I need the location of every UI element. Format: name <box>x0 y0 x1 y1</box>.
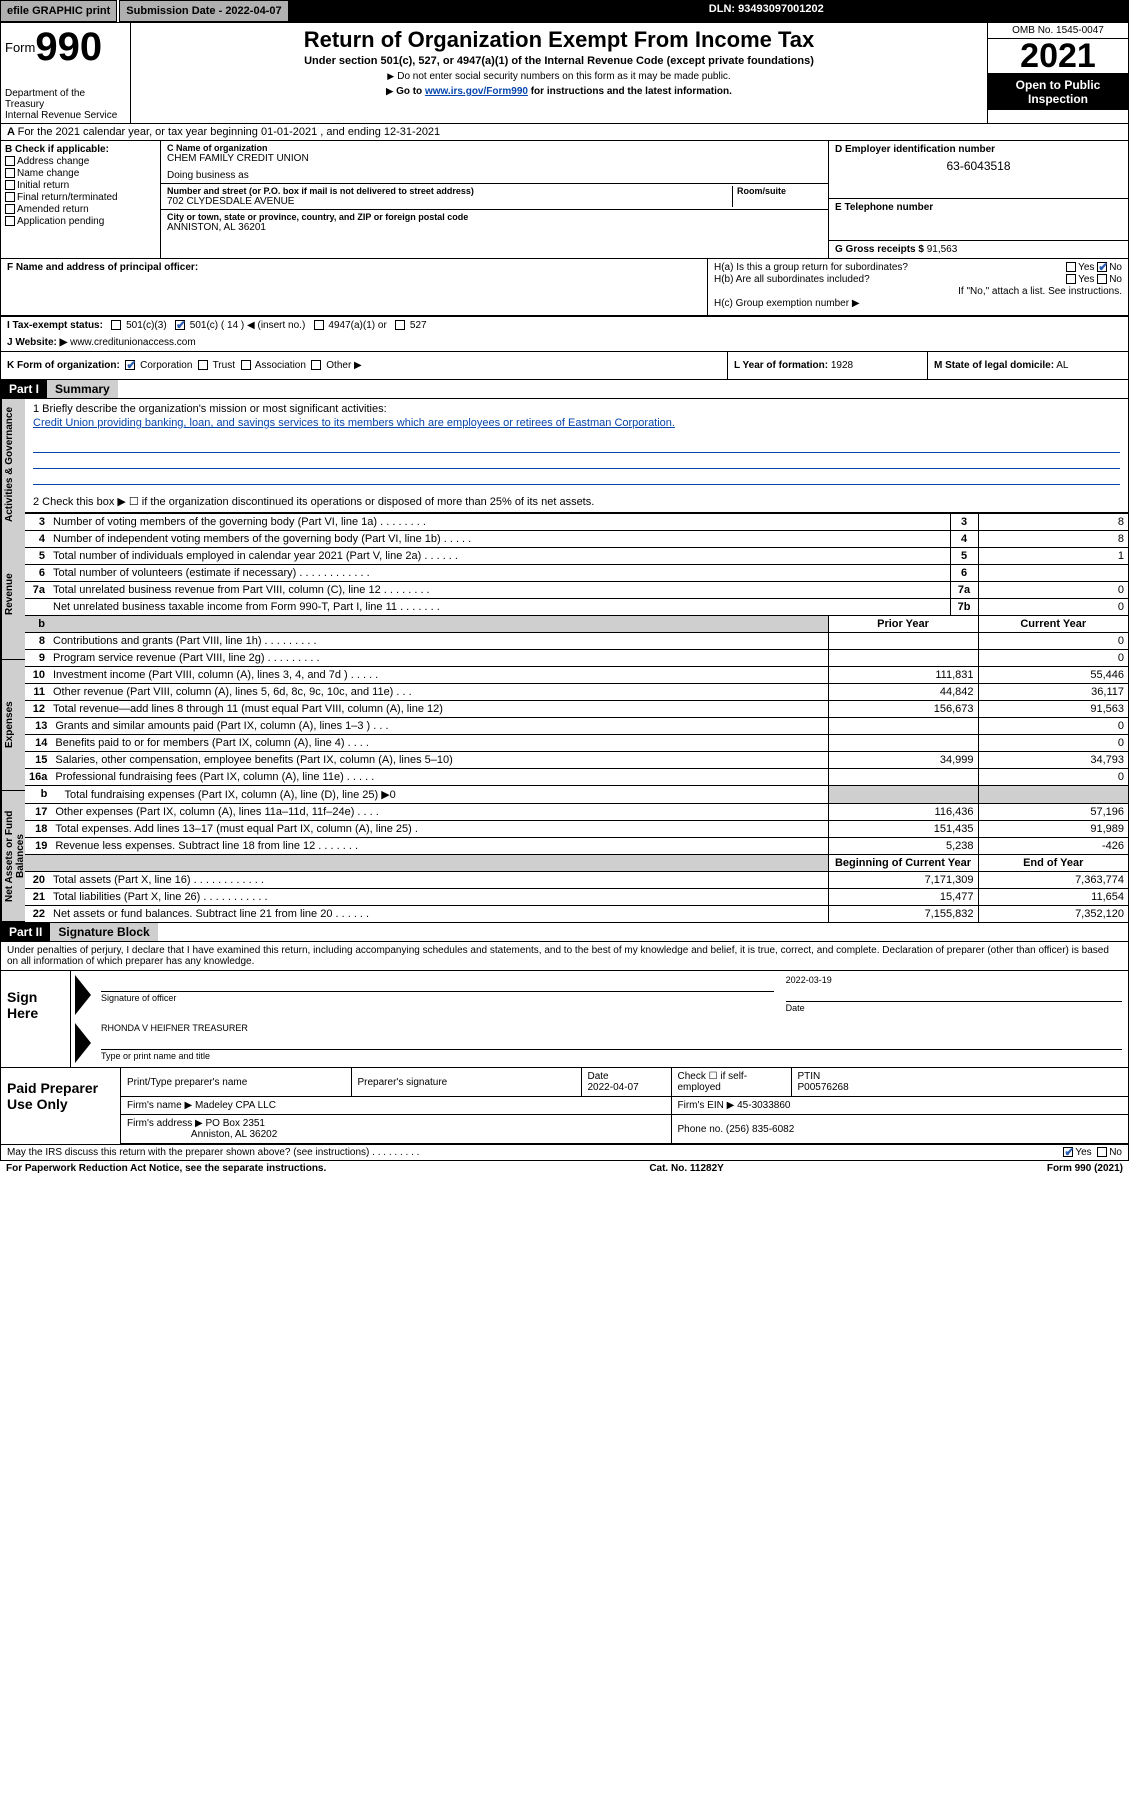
paid-preparer-block: Paid Preparer Use Only Print/Type prepar… <box>0 1068 1129 1145</box>
mission-block: 1 Briefly describe the organization's mi… <box>25 399 1128 513</box>
box-f: F Name and address of principal officer: <box>1 259 708 315</box>
part2-title: Signature Block <box>50 923 157 941</box>
revenue-header: b Prior YearCurrent Year <box>25 615 1128 632</box>
form-note-link: Go to www.irs.gov/Form990 for instructio… <box>137 86 981 97</box>
vtab-expenses: Expenses <box>1 660 25 791</box>
ptin-value: P00576268 <box>798 1082 849 1093</box>
topbar-blackbar <box>289 0 703 22</box>
governance-table: 3Number of voting members of the governi… <box>25 513 1128 615</box>
vertical-tabs: Activities & Governance Revenue Expenses… <box>1 399 25 922</box>
website-value: www.creditunionaccess.com <box>70 337 196 348</box>
dln-label: DLN: 93493097001202 <box>703 0 1129 22</box>
part1-title: Summary <box>47 380 118 398</box>
discuss-row: May the IRS discuss this return with the… <box>0 1145 1129 1161</box>
part1-header: Part I <box>1 380 47 398</box>
sign-here-block: Sign Here Signature of officer 2022-03-1… <box>0 970 1129 1068</box>
firm-ein: 45-3033860 <box>737 1100 790 1111</box>
org-street: 702 CLYDESDALE AVENUE <box>167 196 732 207</box>
open-inspection: Open to Public Inspection <box>988 74 1128 110</box>
vtab-governance: Activities & Governance <box>1 399 25 529</box>
form-subtitle: Under section 501(c), 527, or 4947(a)(1)… <box>137 55 981 67</box>
sign-date: 2022-03-19 <box>786 975 1122 985</box>
firm-name: Madeley CPA LLC <box>195 1100 276 1111</box>
footer-row: For Paperwork Reduction Act Notice, see … <box>0 1161 1129 1176</box>
department-label: Department of the Treasury Internal Reve… <box>5 88 126 121</box>
top-bar: efile GRAPHIC print Submission Date - 20… <box>0 0 1129 22</box>
sign-arrow-icon <box>75 975 91 1015</box>
block-bcde: B Check if applicable: Address change Na… <box>0 141 1129 258</box>
form-note-ssn: Do not enter social security numbers on … <box>137 71 981 82</box>
netassets-header: Beginning of Current YearEnd of Year <box>25 854 1128 871</box>
line-a: A For the 2021 calendar year, or tax yea… <box>0 124 1129 141</box>
box-h: H(a) Is this a group return for subordin… <box>708 259 1128 315</box>
row-klm: K Form of organization: Corporation Trus… <box>0 352 1129 380</box>
vtab-netassets: Net Assets or Fund Balances <box>1 791 25 922</box>
row-fh: F Name and address of principal officer:… <box>0 258 1129 316</box>
netassets-table: 20Total assets (Part X, line 16) . . . .… <box>25 871 1128 922</box>
tax-year: 2021 <box>988 39 1128 74</box>
penalties-text: Under penalties of perjury, I declare th… <box>0 942 1129 970</box>
firm-phone: (256) 835-6082 <box>726 1124 794 1135</box>
vtab-revenue: Revenue <box>1 529 25 660</box>
ein-value: 63-6043518 <box>835 155 1122 173</box>
irs-link[interactable]: www.irs.gov/Form990 <box>425 86 528 97</box>
summary-section: Activities & Governance Revenue Expenses… <box>0 399 1129 923</box>
efile-print-button[interactable]: efile GRAPHIC print <box>0 0 117 22</box>
gross-receipts: 91,563 <box>927 244 958 255</box>
sign-arrow-icon <box>75 1023 91 1063</box>
box-c: C Name of organization CHEM FAMILY CREDI… <box>161 141 828 258</box>
line-i: I Tax-exempt status: 501(c)(3) 501(c) ( … <box>0 316 1129 334</box>
officer-name: RHONDA V HEIFNER TREASURER <box>101 1023 1122 1033</box>
form-number: Form990 <box>5 25 126 70</box>
form-title: Return of Organization Exempt From Incom… <box>137 27 981 53</box>
revenue-table: 8Contributions and grants (Part VIII, li… <box>25 632 1128 717</box>
expenses-table: 13Grants and similar amounts paid (Part … <box>25 717 1128 854</box>
mission-text-link[interactable]: Credit Union providing banking, loan, an… <box>33 417 1120 429</box>
line-j: J Website: ▶ www.creditunionaccess.com <box>0 334 1129 352</box>
submission-date-button[interactable]: Submission Date - 2022-04-07 <box>119 0 288 22</box>
box-b: B Check if applicable: Address change Na… <box>1 141 161 258</box>
org-city: ANNISTON, AL 36201 <box>167 222 822 233</box>
part2-header: Part II <box>1 923 50 941</box>
form-header: Form990 Department of the Treasury Inter… <box>0 22 1129 124</box>
org-name: CHEM FAMILY CREDIT UNION <box>167 153 822 164</box>
